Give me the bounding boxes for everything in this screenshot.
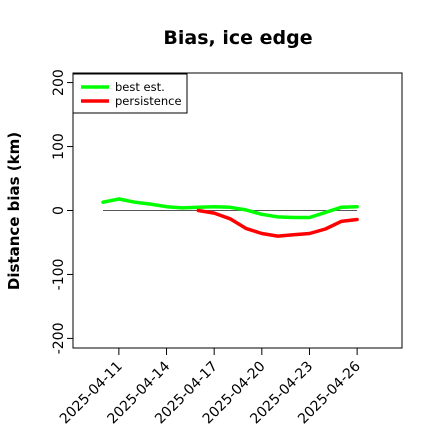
legend-label-best-est: best est.: [115, 80, 165, 94]
y-tick-label: 200: [51, 69, 67, 96]
y-tick-label: 100: [51, 133, 67, 160]
y-axis: -200 -100 0 100 200: [51, 69, 73, 354]
series-lines: [101, 197, 359, 238]
legend-box: [72, 73, 188, 114]
series-line-persistence: [196, 208, 359, 238]
y-axis-label: Distance bias (km): [5, 132, 23, 290]
legend-label-persistence: persistence: [115, 94, 182, 108]
legend: best est. persistence: [72, 73, 188, 114]
plot-frame: [72, 72, 403, 349]
series-line-best-est: [101, 197, 359, 220]
y-tick-label: -200: [51, 323, 67, 355]
y-tick-label: -100: [51, 259, 67, 291]
y-tick-label: 0: [51, 206, 67, 215]
x-axis: 2025-04-112025-04-142025-04-172025-04-20…: [57, 348, 364, 427]
chart-title: Bias, ice edge: [163, 27, 312, 49]
